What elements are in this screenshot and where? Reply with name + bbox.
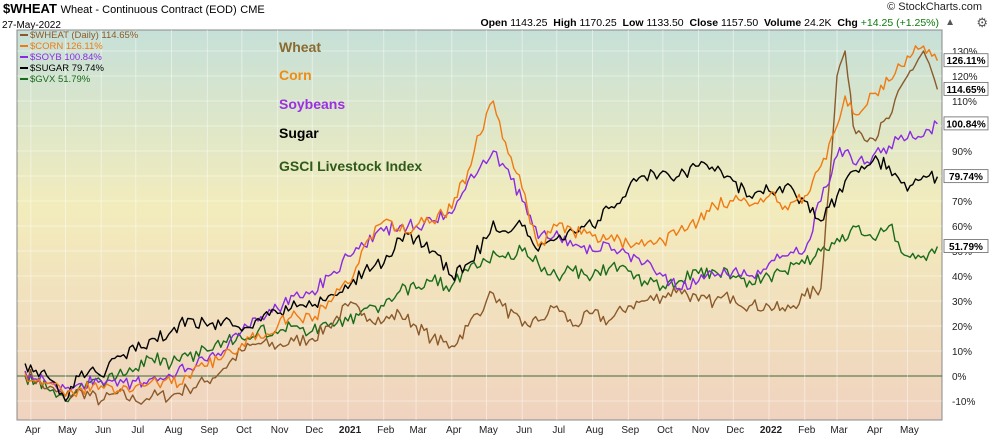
x-tick-label: Nov bbox=[692, 425, 710, 436]
annotation-label: GSCI Livestock Index bbox=[279, 158, 422, 174]
symbol: $WHEAT bbox=[3, 1, 57, 16]
x-tick-label: 2022 bbox=[760, 425, 783, 436]
x-tick-label: Apr bbox=[867, 425, 883, 436]
x-tick-label: Oct bbox=[657, 425, 673, 436]
end-label-value: 100.84% bbox=[946, 119, 986, 130]
chg-value: +14.25 (+1.25%) bbox=[860, 17, 939, 29]
end-label-box bbox=[943, 81, 989, 96]
series-line-wheat bbox=[24, 50, 939, 406]
series-line-soyb bbox=[24, 120, 938, 393]
low-value: 1133.50 bbox=[646, 17, 684, 29]
gear-icon[interactable]: ⚙ bbox=[976, 15, 988, 30]
series-line-corn bbox=[24, 45, 939, 398]
y-tick-label: 20% bbox=[952, 322, 972, 333]
end-label-value: 51.79% bbox=[949, 242, 983, 253]
x-tick-label: Sep bbox=[200, 425, 218, 436]
y-tick-label: 10% bbox=[952, 347, 972, 358]
x-tick-label: 2021 bbox=[339, 425, 362, 436]
x-tick-label: Aug bbox=[165, 425, 183, 436]
close-value: 1157.50 bbox=[721, 17, 759, 29]
chart-date: 27-May-2022 bbox=[2, 20, 61, 31]
x-tick-label: Nov bbox=[271, 425, 289, 436]
ohlc-readout: Open 1143.25 High 1170.25 Low 1133.50 Cl… bbox=[480, 17, 939, 29]
y-tick-label: 0% bbox=[952, 372, 967, 383]
chart-header: $WHEAT Wheat - Continuous Contract (EOD)… bbox=[0, 0, 990, 36]
x-tick-label: Mar bbox=[830, 425, 848, 436]
y-tick-label: 90% bbox=[952, 147, 972, 158]
end-label-box bbox=[943, 53, 989, 68]
high-label: High bbox=[553, 17, 577, 29]
x-tick-label: Dec bbox=[305, 425, 323, 436]
x-tick-label: Jun bbox=[95, 425, 111, 436]
x-tick-label: Jun bbox=[516, 425, 532, 436]
chg-label: Chg bbox=[837, 17, 858, 29]
legend-item: $WHEAT (Daily) 114.65% bbox=[30, 30, 139, 41]
y-tick-label: 110% bbox=[952, 97, 977, 108]
annotation-label: Wheat bbox=[279, 39, 321, 55]
brand-watermark: © StockCharts.com bbox=[887, 1, 982, 13]
y-tick-label: 30% bbox=[952, 297, 972, 308]
x-tick-label: Aug bbox=[586, 425, 604, 436]
x-tick-label: May bbox=[58, 425, 77, 436]
end-label-box bbox=[943, 116, 989, 131]
end-label-value: 114.65% bbox=[947, 85, 986, 96]
y-tick-label: 70% bbox=[952, 197, 972, 208]
x-tick-label: Mar bbox=[409, 425, 427, 436]
x-tick-label: May bbox=[479, 425, 498, 436]
x-tick-label: Dec bbox=[726, 425, 744, 436]
annotation-label: Soybeans bbox=[279, 96, 345, 112]
x-tick-label: Jul bbox=[552, 425, 565, 436]
x-tick-label: Apr bbox=[446, 425, 462, 436]
legend-item: $SUGAR 79.74% bbox=[30, 63, 104, 74]
end-label-box bbox=[943, 239, 989, 253]
up-arrow-icon: ▲ bbox=[945, 17, 955, 28]
open-value: 1143.25 bbox=[510, 17, 548, 29]
annotation-label: Corn bbox=[279, 67, 312, 83]
x-tick-label: Feb bbox=[377, 425, 395, 436]
volume-value: 24.2K bbox=[804, 17, 832, 29]
y-tick-label: 120% bbox=[952, 72, 978, 83]
low-label: Low bbox=[622, 17, 644, 29]
y-tick-label: 130% bbox=[952, 47, 978, 58]
y-tick-label: -10% bbox=[952, 397, 975, 408]
x-tick-label: Apr bbox=[25, 425, 41, 436]
high-value: 1170.25 bbox=[579, 17, 617, 29]
legend-item: $GVX 51.79% bbox=[30, 74, 91, 85]
y-tick-label: 40% bbox=[952, 272, 972, 283]
x-tick-label: May bbox=[900, 425, 919, 436]
x-tick-label: Oct bbox=[236, 425, 252, 436]
x-tick-label: Sep bbox=[621, 425, 639, 436]
volume-label: Volume bbox=[764, 17, 802, 29]
series-line-gvx bbox=[24, 223, 939, 403]
exchange: CME bbox=[240, 4, 265, 16]
close-label: Close bbox=[689, 17, 719, 29]
chart-title: $WHEAT Wheat - Continuous Contract (EOD)… bbox=[3, 1, 265, 16]
end-label-box bbox=[943, 169, 989, 184]
description: Wheat - Continuous Contract (EOD) bbox=[60, 4, 237, 16]
legend-item: $CORN 126.11% bbox=[30, 41, 103, 52]
end-label-value: 79.74% bbox=[949, 172, 983, 183]
series-line-sugar bbox=[24, 155, 939, 402]
open-label: Open bbox=[480, 17, 508, 29]
end-label-value: 126.11% bbox=[947, 56, 986, 67]
x-tick-label: Feb bbox=[798, 425, 816, 436]
x-tick-label: Jul bbox=[131, 425, 144, 436]
annotation-label: Sugar bbox=[279, 125, 319, 141]
legend-item: $SOYB 100.84% bbox=[30, 52, 102, 63]
y-tick-label: 60% bbox=[952, 222, 972, 233]
